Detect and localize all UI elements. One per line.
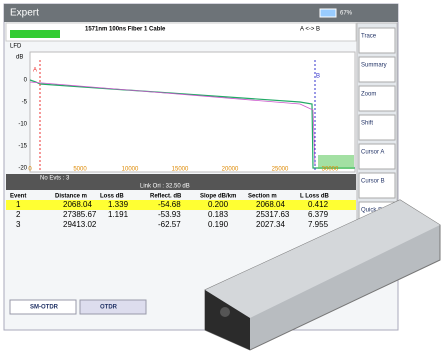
x-label: 25000 [272, 167, 289, 173]
battery: 67% [340, 11, 353, 17]
title-bar [4, 4, 398, 22]
event-count: No Evts : 3 [40, 176, 70, 182]
table-cell: 0.412 [308, 200, 329, 209]
y-label: -20 [18, 166, 27, 172]
side-label: Summary [361, 63, 387, 69]
module-top [205, 200, 440, 318]
tab[interactable] [9, 299, 77, 315]
table-cell: 27385.67 [63, 210, 97, 219]
trace-ref [29, 81, 316, 167]
table-cell: 25317.63 [256, 210, 290, 219]
x-label: 30000 [322, 167, 339, 173]
trace-info: 1571nm 100ns Fiber 1 Cable [85, 27, 166, 33]
ab-label: A <-> B [300, 27, 320, 33]
module-front [205, 290, 250, 350]
table-cell: 7.955 [308, 220, 329, 229]
link-loss: Link Ori : 32.50 dB [140, 184, 190, 190]
x-label: 20000 [222, 167, 239, 173]
table-header: Loss dB [100, 194, 124, 200]
trace [29, 79, 355, 169]
side-button[interactable] [358, 27, 396, 54]
table-header: Event [10, 194, 26, 200]
side-label: Cursor A [361, 150, 384, 156]
side-button[interactable] [358, 114, 396, 141]
side-label: Shift [361, 121, 373, 127]
toolbar [5, 22, 357, 42]
tab[interactable] [79, 299, 147, 315]
table-cell: 0.190 [208, 220, 229, 229]
table-cell: 2027.34 [256, 220, 285, 229]
table-cell: 29413.02 [63, 220, 97, 229]
table-cell: -62.57 [158, 220, 181, 229]
y-label: 0 [24, 78, 28, 84]
x-label: 0 [28, 167, 32, 173]
x-label: 5000 [73, 167, 87, 173]
table-cell: 3 [16, 220, 21, 229]
table-header: Distance m [55, 194, 87, 200]
table-cell: 1.339 [108, 200, 129, 209]
table-cell: 2 [16, 210, 21, 219]
battery-icon [319, 8, 337, 18]
table-cell: 0.183 [208, 210, 229, 219]
table-cell: 6.379 [308, 210, 329, 219]
row-highlight [6, 200, 356, 210]
y-label: -15 [18, 144, 27, 150]
table-cell: 2068.04 [63, 200, 92, 209]
x-label: 15000 [172, 167, 189, 173]
app-title: Expert [10, 8, 39, 19]
side-label: Cursor B [361, 179, 385, 185]
table-cell: 1 [16, 200, 21, 209]
table-cell: 1.191 [108, 210, 129, 219]
table-header: Slope dB/km [200, 194, 236, 200]
side-button[interactable] [358, 172, 396, 199]
table-header: Reflect. dB [150, 194, 182, 200]
marker-a: A [33, 68, 37, 74]
vent [220, 307, 230, 317]
table-header: Section m [248, 194, 277, 200]
table-cell: 2068.04 [256, 200, 285, 209]
mini-trace [10, 30, 60, 38]
side-label: Trace [361, 34, 377, 40]
y-label: -5 [22, 100, 28, 106]
noise [318, 155, 354, 169]
tab-label: SM-OTDR [30, 305, 59, 311]
marker-b: B [316, 74, 320, 80]
table-cell: 0.200 [208, 200, 229, 209]
table-header: L Loss dB [300, 194, 330, 200]
side-button[interactable] [358, 143, 396, 170]
table-cell: -54.68 [158, 200, 181, 209]
side-label: Zoom [361, 92, 376, 98]
tab-label: OTDR [100, 305, 118, 311]
y-label: -10 [18, 122, 27, 128]
table-cell: -53.93 [158, 210, 181, 219]
lfd: LFD [10, 44, 22, 50]
side-button[interactable] [358, 56, 396, 83]
plot-area [29, 51, 356, 173]
x-label: 10000 [122, 167, 139, 173]
summary-bar [6, 174, 356, 190]
y-unit: dB [16, 55, 23, 61]
side-button[interactable] [358, 85, 396, 112]
